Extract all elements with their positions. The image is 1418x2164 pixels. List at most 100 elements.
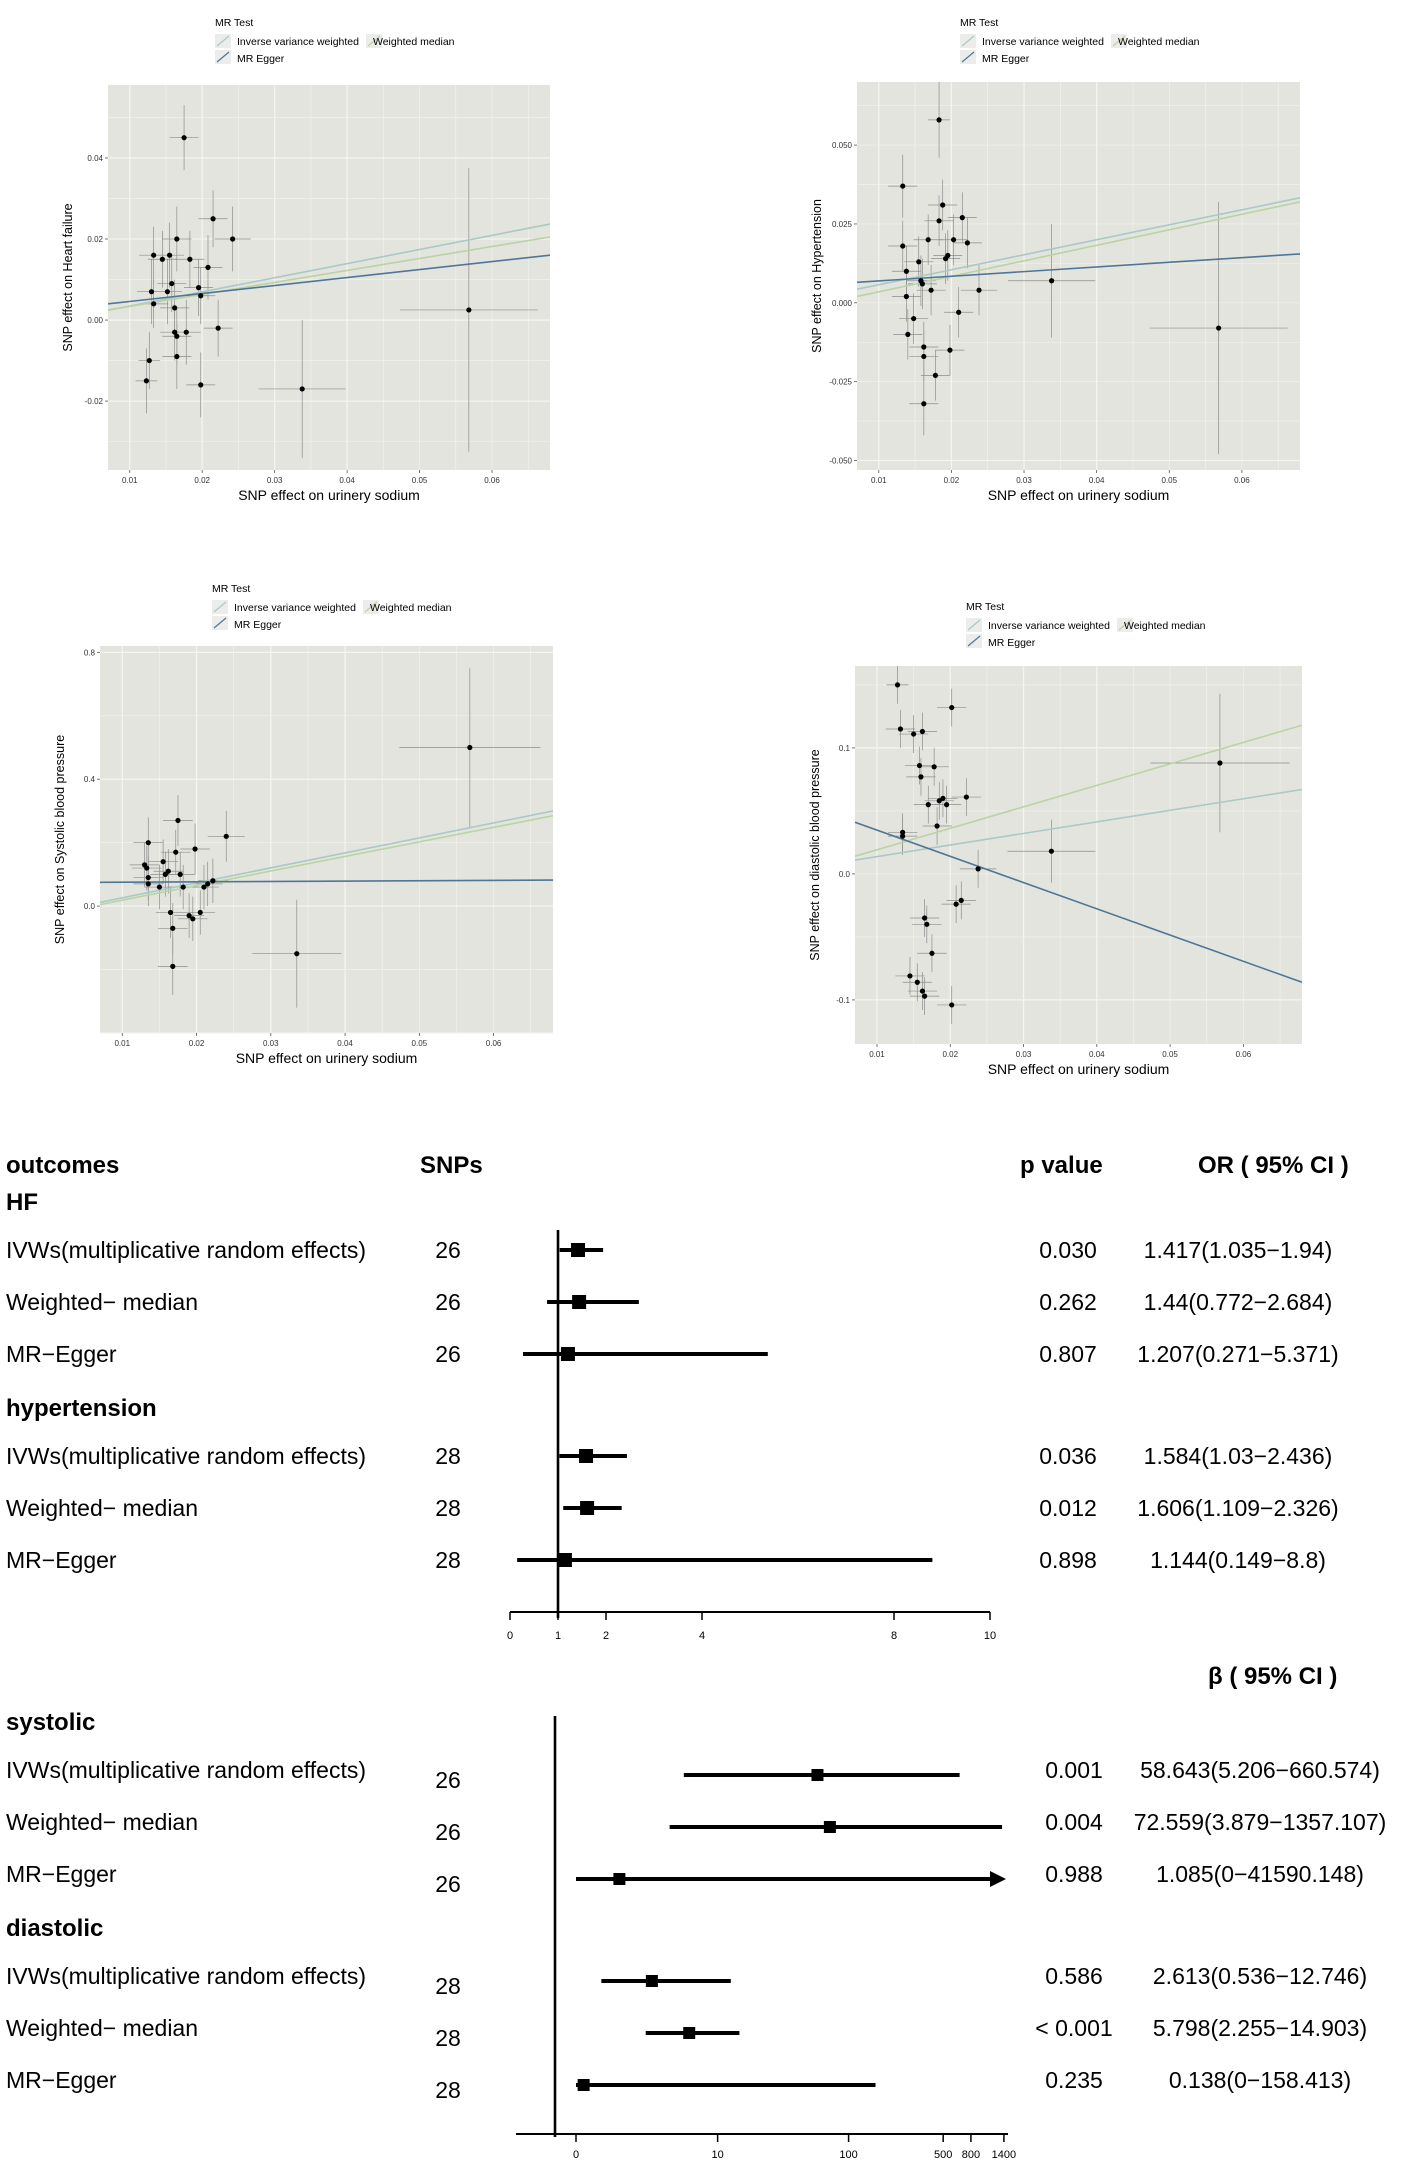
snp-point bbox=[932, 372, 939, 378]
row-snps: 28 bbox=[435, 1973, 461, 1999]
y-tick-label: 0.0 bbox=[84, 902, 96, 911]
snp-point bbox=[947, 347, 953, 353]
y-tick-label: 0.8 bbox=[84, 648, 96, 657]
snp-point bbox=[167, 909, 174, 916]
x-tick-label: 0.06 bbox=[484, 476, 500, 485]
row-label: IVWs(multiplicative random effects) bbox=[6, 1443, 366, 1469]
snp-point bbox=[151, 252, 157, 258]
row-label: MR−Egger bbox=[6, 2067, 117, 2093]
x-tick-label: 800 bbox=[962, 2149, 980, 2161]
row-label: IVWs(multiplicative random effects) bbox=[6, 1757, 366, 1783]
row-label: Weighted− median bbox=[6, 1495, 198, 1521]
snp-point bbox=[230, 236, 236, 242]
snp-point bbox=[1048, 848, 1054, 854]
x-tick-label: 0.03 bbox=[1016, 1050, 1032, 1059]
row-pvalue: 0.235 bbox=[1045, 2067, 1103, 2093]
plot-panel bbox=[855, 666, 1302, 1044]
snp-point bbox=[172, 305, 178, 311]
legend-title: MR Test bbox=[215, 17, 253, 29]
snp-point bbox=[180, 884, 186, 890]
row-pvalue: 0.988 bbox=[1045, 1861, 1103, 1887]
y-axis-label: SNP effect on Heart failure bbox=[61, 203, 75, 351]
plot-data bbox=[100, 668, 553, 1008]
legend-title: MR Test bbox=[960, 17, 998, 29]
plot-data bbox=[108, 105, 550, 458]
row-label: MR−Egger bbox=[6, 1341, 117, 1367]
x-tick-label: 0.03 bbox=[1016, 476, 1032, 485]
snp-point bbox=[914, 979, 920, 985]
x-tick-label: 8 bbox=[891, 1630, 897, 1642]
x-tick-label: 500 bbox=[934, 2149, 952, 2161]
x-tick-label: 0.05 bbox=[412, 1039, 428, 1048]
snp-point bbox=[963, 794, 969, 800]
row-estimate: 1.44(0.772−2.684) bbox=[1144, 1289, 1333, 1315]
legend-key-median bbox=[1118, 619, 1132, 631]
row-estimate: 1.584(1.03−2.436) bbox=[1144, 1443, 1333, 1469]
snp-point bbox=[210, 216, 216, 222]
snp-point bbox=[934, 823, 940, 829]
row-label: IVWs(multiplicative random effects) bbox=[6, 1963, 366, 1989]
snp-point bbox=[294, 951, 300, 957]
plot-panel bbox=[108, 85, 550, 470]
row-estimate: 1.144(0.149−8.8) bbox=[1150, 1547, 1326, 1573]
header-beta-ci: β ( 95% CI ) bbox=[1208, 1663, 1337, 1690]
legend-key-ivw bbox=[216, 35, 230, 47]
row-pvalue: 0.004 bbox=[1045, 1809, 1103, 1835]
legend: MR Test Inverse variance weighted Weighted… bbox=[966, 601, 1206, 649]
row-pvalue: 0.012 bbox=[1039, 1495, 1097, 1521]
snp-point bbox=[145, 881, 151, 887]
row-estimate: 5.798(2.255−14.903) bbox=[1153, 2015, 1367, 2041]
mr-line-1 bbox=[100, 814, 553, 906]
x-tick-label: 0.04 bbox=[1089, 476, 1105, 485]
row-estimate: 58.643(5.206−660.574) bbox=[1140, 1757, 1380, 1783]
snp-point bbox=[936, 218, 942, 224]
snp-point bbox=[205, 881, 211, 887]
snp-point bbox=[1049, 278, 1055, 284]
snp-point bbox=[945, 252, 951, 259]
y-tick-label: 0.0 bbox=[839, 870, 851, 879]
group-label: hypertension bbox=[6, 1395, 157, 1422]
legend-item-median: Weighted median bbox=[370, 602, 452, 614]
legend-item-egger: MR Egger bbox=[982, 53, 1030, 65]
snp-point bbox=[924, 921, 930, 927]
mr-line-0 bbox=[857, 196, 1300, 291]
snp-point bbox=[921, 344, 927, 350]
mr-line-1 bbox=[857, 201, 1300, 298]
snp-point bbox=[936, 117, 942, 123]
snp-point bbox=[916, 762, 923, 769]
x-tick-label: 0.05 bbox=[1161, 476, 1177, 485]
x-tick-label: 0.06 bbox=[486, 1039, 502, 1048]
row-snps: 26 bbox=[435, 1819, 461, 1845]
snp-point bbox=[205, 264, 211, 270]
row-snps: 26 bbox=[435, 1871, 461, 1897]
x-tick-label: 0.01 bbox=[871, 476, 887, 485]
x-tick-label: 0.01 bbox=[869, 1050, 885, 1059]
row-pvalue: 0.898 bbox=[1039, 1547, 1097, 1573]
snp-point bbox=[187, 256, 193, 262]
legend-item-ivw: Inverse variance weighted bbox=[234, 602, 356, 614]
mr-line-1 bbox=[108, 236, 550, 311]
x-tick-label: 0.01 bbox=[122, 476, 138, 485]
y-tick-label: 0.04 bbox=[87, 154, 103, 163]
snp-point bbox=[165, 868, 171, 874]
snp-point bbox=[958, 897, 964, 903]
x-tick-label: 0.02 bbox=[944, 476, 960, 485]
snp-point bbox=[900, 243, 906, 249]
snp-point bbox=[903, 293, 909, 300]
snp-point bbox=[186, 913, 192, 919]
x-tick-label: 0.02 bbox=[189, 1039, 205, 1048]
estimate-square bbox=[560, 1347, 575, 1361]
row-label: MR−Egger bbox=[6, 1547, 117, 1573]
legend-item-ivw: Inverse variance weighted bbox=[988, 620, 1110, 632]
snp-point bbox=[916, 259, 922, 265]
y-tick-label: -0.02 bbox=[85, 397, 104, 406]
snp-point bbox=[146, 357, 152, 364]
estimate-square bbox=[557, 1553, 572, 1567]
row-snps: 28 bbox=[435, 1495, 461, 1521]
row-label: MR−Egger bbox=[6, 1861, 117, 1887]
snp-point bbox=[897, 726, 904, 732]
y-tick-label: 0.050 bbox=[832, 141, 853, 150]
x-tick-label: 1400 bbox=[992, 2149, 1016, 2161]
x-tick-label: 0 bbox=[573, 2149, 579, 2161]
snp-point bbox=[151, 301, 157, 307]
